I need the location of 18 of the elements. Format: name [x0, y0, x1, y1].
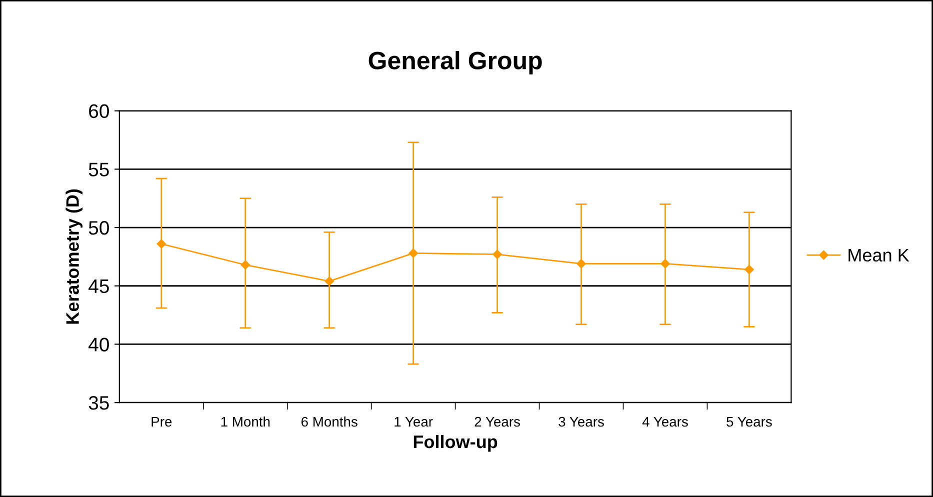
- x-tick-label: 5 Years: [726, 416, 772, 427]
- x-tick-label: 1 Year: [394, 416, 433, 427]
- x-tick-label: 3 Years: [558, 416, 604, 427]
- y-tick-label: 40: [88, 338, 109, 352]
- x-tick-label: 4 Years: [642, 416, 688, 427]
- x-tick-label: 1 Month: [221, 416, 270, 427]
- x-tick-label: 2 Years: [474, 416, 520, 427]
- y-tick-label: 35: [88, 396, 109, 410]
- legend-label: Mean K: [848, 248, 910, 262]
- y-tick-label: 50: [88, 220, 109, 235]
- x-axis-title: Follow-up: [414, 434, 498, 452]
- y-tick-label: 55: [88, 162, 109, 176]
- y-axis-title: Keratometry (D): [66, 189, 83, 324]
- x-tick-label: Pre: [152, 416, 172, 427]
- y-tick-label: 45: [88, 280, 109, 294]
- chart-title: General Group: [368, 51, 542, 74]
- x-tick-label: 6 Months: [301, 416, 358, 427]
- y-tick-label: 60: [89, 104, 109, 118]
